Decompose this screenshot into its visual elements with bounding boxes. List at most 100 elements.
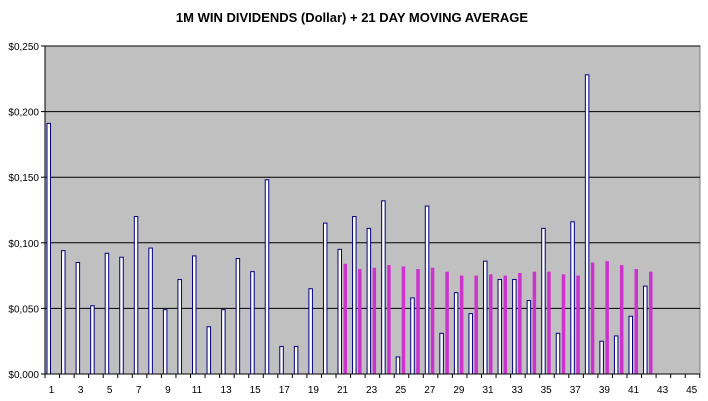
dividend-bar	[628, 315, 633, 375]
dividend-bar	[235, 258, 241, 375]
moving-average-bar	[459, 275, 464, 374]
moving-average-bar	[401, 266, 406, 374]
dividend-bar	[395, 356, 401, 375]
dividend-bar	[279, 345, 284, 375]
moving-average-bar	[619, 265, 624, 374]
moving-average-bar	[649, 271, 653, 374]
moving-average-bar	[445, 271, 449, 374]
dividend-bar	[308, 288, 313, 375]
dividend-bar	[381, 200, 386, 375]
dividend-bar	[584, 74, 590, 375]
dividend-bar	[61, 250, 66, 375]
x-tick-label: 27	[424, 385, 436, 396]
moving-average-bar	[634, 269, 638, 374]
moving-average-bar	[474, 275, 478, 374]
moving-average-bar	[590, 262, 595, 374]
dividend-bar	[133, 216, 139, 375]
moving-average-bar	[358, 269, 362, 374]
x-tick-label: 33	[512, 385, 524, 396]
dividend-bar	[352, 216, 357, 375]
y-axis-ticks: $0,000 $0,050 $0,100 $0,150 $0,200 $0,250	[8, 42, 45, 381]
x-tick-label: 17	[279, 385, 291, 396]
moving-average-bar	[561, 274, 566, 374]
x-tick-label: 9	[165, 385, 171, 396]
bars	[46, 74, 653, 375]
gridlines	[45, 45, 700, 309]
x-tick-label: 7	[136, 385, 142, 396]
dividend-bar	[613, 335, 619, 375]
x-tick-label: 23	[366, 385, 378, 396]
dividend-bar	[424, 205, 430, 375]
dividend-bar	[192, 255, 197, 375]
x-tick-label: 25	[395, 385, 407, 396]
x-tick-label: 19	[308, 385, 320, 396]
dividend-bar	[366, 227, 372, 375]
dividend-bar	[177, 279, 182, 375]
dividend-bar	[90, 305, 95, 375]
dividend-bar	[497, 279, 503, 375]
dividend-bar	[75, 261, 81, 375]
moving-average-bar	[547, 271, 551, 374]
dividend-bar	[599, 340, 604, 375]
x-tick-label: 45	[686, 385, 698, 396]
x-tick-label: 39	[599, 385, 611, 396]
x-tick-label: 5	[107, 385, 113, 396]
x-tick-label: 31	[482, 385, 494, 396]
dividend-bar	[221, 309, 226, 375]
moving-average-bar	[518, 272, 522, 374]
dividend-bar	[206, 326, 212, 375]
x-tick-label: 37	[570, 385, 582, 396]
x-tick-label: 13	[221, 385, 233, 396]
moving-average-bar	[430, 267, 435, 374]
x-tick-label: 11	[192, 385, 203, 396]
y-tick-label: $0,000	[8, 370, 39, 381]
y-tick-label: $0,100	[8, 239, 39, 250]
moving-average-bar	[489, 274, 493, 374]
y-tick-label: $0,200	[8, 108, 39, 119]
x-tick-label: 35	[541, 385, 553, 396]
dividend-bar	[555, 332, 561, 375]
dividend-bar	[453, 292, 459, 375]
x-tick-label: 29	[453, 385, 465, 396]
y-tick-label: $0,250	[8, 42, 39, 53]
dividend-bar	[410, 297, 415, 375]
moving-average-bar	[387, 265, 391, 374]
dividend-bar	[148, 247, 153, 375]
dividend-bar	[541, 227, 546, 375]
dividend-bar	[46, 122, 51, 375]
dividend-bar	[468, 313, 473, 375]
dividend-bar	[526, 300, 532, 375]
x-tick-label: 41	[628, 385, 640, 396]
dividend-bar	[119, 256, 124, 375]
dividend-bar	[337, 248, 342, 375]
dividend-bar	[104, 252, 110, 375]
moving-average-bar	[532, 271, 537, 374]
x-tick-label: 1	[49, 385, 55, 396]
dividend-bar	[512, 279, 517, 375]
moving-average-bar	[372, 267, 377, 374]
x-tick-label: 43	[657, 385, 669, 396]
moving-average-bar	[576, 275, 580, 374]
y-tick-label: $0,150	[8, 173, 39, 184]
dividend-bar	[483, 260, 488, 375]
dividend-bar	[250, 271, 255, 375]
dividend-bar	[439, 332, 444, 375]
moving-average-bar	[416, 269, 420, 374]
y-tick-label: $0,050	[8, 304, 39, 315]
plot-area	[44, 45, 701, 375]
dividend-bar	[264, 179, 270, 375]
chart-title: 1M WIN DIVIDENDS (Dollar) + 21 DAY MOVIN…	[176, 10, 528, 25]
dividend-bar	[162, 309, 168, 375]
x-tick-label: 15	[250, 385, 262, 396]
x-tick-label: 21	[337, 385, 349, 396]
dividend-bar	[643, 285, 648, 375]
dividend-bar	[322, 222, 328, 375]
moving-average-bar	[605, 261, 609, 374]
moving-average-bar	[343, 263, 347, 374]
x-axis-ticks: 1 3 5 7 9 11 13 15 17 19 21 23 25 27 29 31 33 35 37 39 41 43 4…	[44, 374, 701, 396]
dividend-bar	[293, 345, 299, 375]
x-tick-label: 3	[78, 385, 84, 396]
dividend-bar	[570, 221, 575, 375]
moving-average-bar	[503, 275, 508, 374]
